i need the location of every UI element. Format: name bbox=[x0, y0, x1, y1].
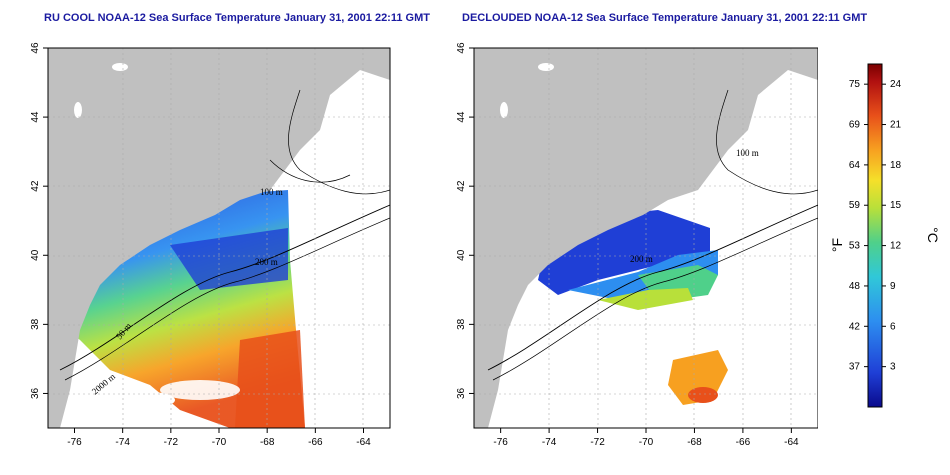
x-tick-label: -70 bbox=[639, 437, 654, 448]
y-tick-label: 40 bbox=[30, 249, 41, 261]
temperature-colorbar: 24 75 21 69 18 64 15 59 12 53 9 48 6 42 3 37 °F °C bbox=[829, 63, 941, 408]
raw-sst-map: 100 m 200 m 50 m 2000 m -76 -74 -72 -70 -68-… bbox=[30, 42, 391, 448]
fahrenheit-tick-label: 69 bbox=[849, 120, 861, 131]
isobath-label: 200 m bbox=[630, 254, 653, 264]
x-tick-label: -64 bbox=[784, 437, 799, 448]
map-grid bbox=[48, 48, 390, 428]
y-tick-label: 42 bbox=[30, 180, 41, 192]
y-tick-label: 40 bbox=[456, 249, 467, 261]
axis-ticks: -76 -74 -72 -70 -68 -66 -64 36 38 40 42 44 46 bbox=[30, 42, 371, 448]
left-map-title: RU COOL NOAA-12 Sea Surface Temperature … bbox=[44, 12, 430, 24]
fahrenheit-tick-label: 59 bbox=[849, 200, 861, 211]
x-tick-label: -66 bbox=[308, 437, 323, 448]
y-tick-label: 36 bbox=[30, 387, 41, 399]
x-tick-label: -64 bbox=[356, 437, 371, 448]
fahrenheit-tick-label: 75 bbox=[849, 79, 861, 90]
celsius-tick-label: 21 bbox=[890, 120, 902, 131]
y-tick-label: 38 bbox=[30, 318, 41, 330]
x-tick-label: -66 bbox=[736, 437, 751, 448]
y-tick-label: 46 bbox=[456, 42, 467, 54]
celsius-tick-label: 6 bbox=[890, 321, 896, 332]
fahrenheit-tick-label: 42 bbox=[849, 321, 861, 332]
isobath-label: 100 m bbox=[736, 148, 759, 158]
x-tick-label: -68 bbox=[687, 437, 702, 448]
declouded-sst-map: 100 m 200 m -76 -74 -72 -70 -68 -66 -64 36 38 40 4… bbox=[456, 42, 818, 448]
x-tick-label: -68 bbox=[260, 437, 275, 448]
celsius-tick-label: 9 bbox=[890, 281, 896, 292]
x-tick-label: -74 bbox=[542, 437, 557, 448]
land-mass bbox=[48, 48, 390, 428]
fahrenheit-tick-label: 64 bbox=[849, 160, 861, 171]
fahrenheit-label: °F bbox=[829, 238, 845, 252]
x-tick-label: -74 bbox=[115, 437, 130, 448]
fahrenheit-tick-label: 37 bbox=[849, 362, 861, 373]
x-tick-label: -70 bbox=[212, 437, 227, 448]
y-tick-label: 44 bbox=[30, 111, 41, 123]
axis-ticks: -76 -74 -72 -70 -68 -66 -64 36 38 40 42 44 46 bbox=[456, 42, 799, 448]
map-grid bbox=[474, 48, 818, 428]
y-tick-label: 44 bbox=[456, 111, 467, 123]
y-tick-label: 42 bbox=[456, 180, 467, 192]
x-tick-label: -76 bbox=[67, 437, 82, 448]
right-map-title: DECLOUDED NOAA-12 Sea Surface Temperatur… bbox=[462, 12, 868, 24]
isobath-label: 100 m bbox=[260, 187, 283, 197]
y-tick-label: 36 bbox=[456, 387, 467, 399]
land-mass bbox=[474, 48, 818, 428]
fahrenheit-tick-label: 53 bbox=[849, 241, 861, 252]
celsius-tick-label: 15 bbox=[890, 200, 902, 211]
y-tick-label: 38 bbox=[456, 318, 467, 330]
x-tick-label: -72 bbox=[590, 437, 605, 448]
celsius-tick-label: 12 bbox=[890, 241, 902, 252]
isobath-200m bbox=[59, 204, 390, 371]
isobath-label: 200 m bbox=[255, 257, 278, 267]
celsius-label: °C bbox=[925, 227, 941, 243]
celsius-tick-label: 24 bbox=[890, 79, 902, 90]
celsius-tick-label: 18 bbox=[890, 160, 902, 171]
x-tick-label: -76 bbox=[493, 437, 508, 448]
celsius-tick-label: 3 bbox=[890, 362, 896, 373]
fahrenheit-tick-label: 48 bbox=[849, 281, 861, 292]
x-tick-label: -72 bbox=[164, 437, 179, 448]
y-tick-label: 46 bbox=[30, 42, 41, 54]
colorbar-gradient bbox=[867, 63, 883, 408]
